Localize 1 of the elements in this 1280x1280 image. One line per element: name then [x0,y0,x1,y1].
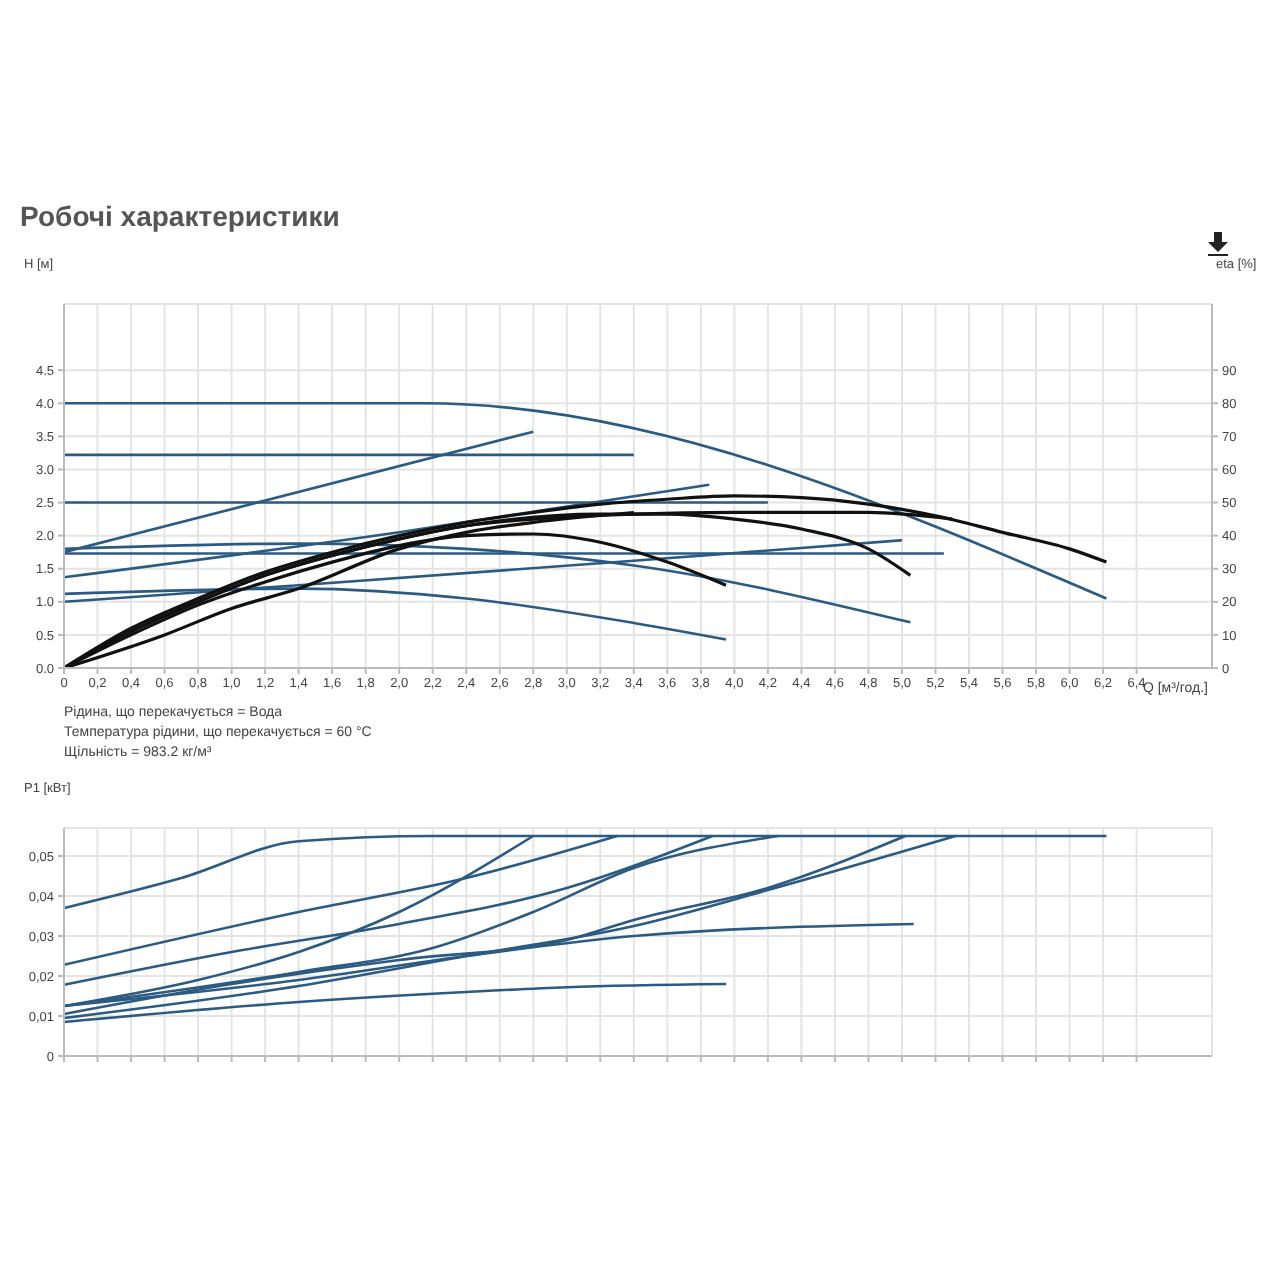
chart-title: Робочі характеристики [20,200,342,236]
